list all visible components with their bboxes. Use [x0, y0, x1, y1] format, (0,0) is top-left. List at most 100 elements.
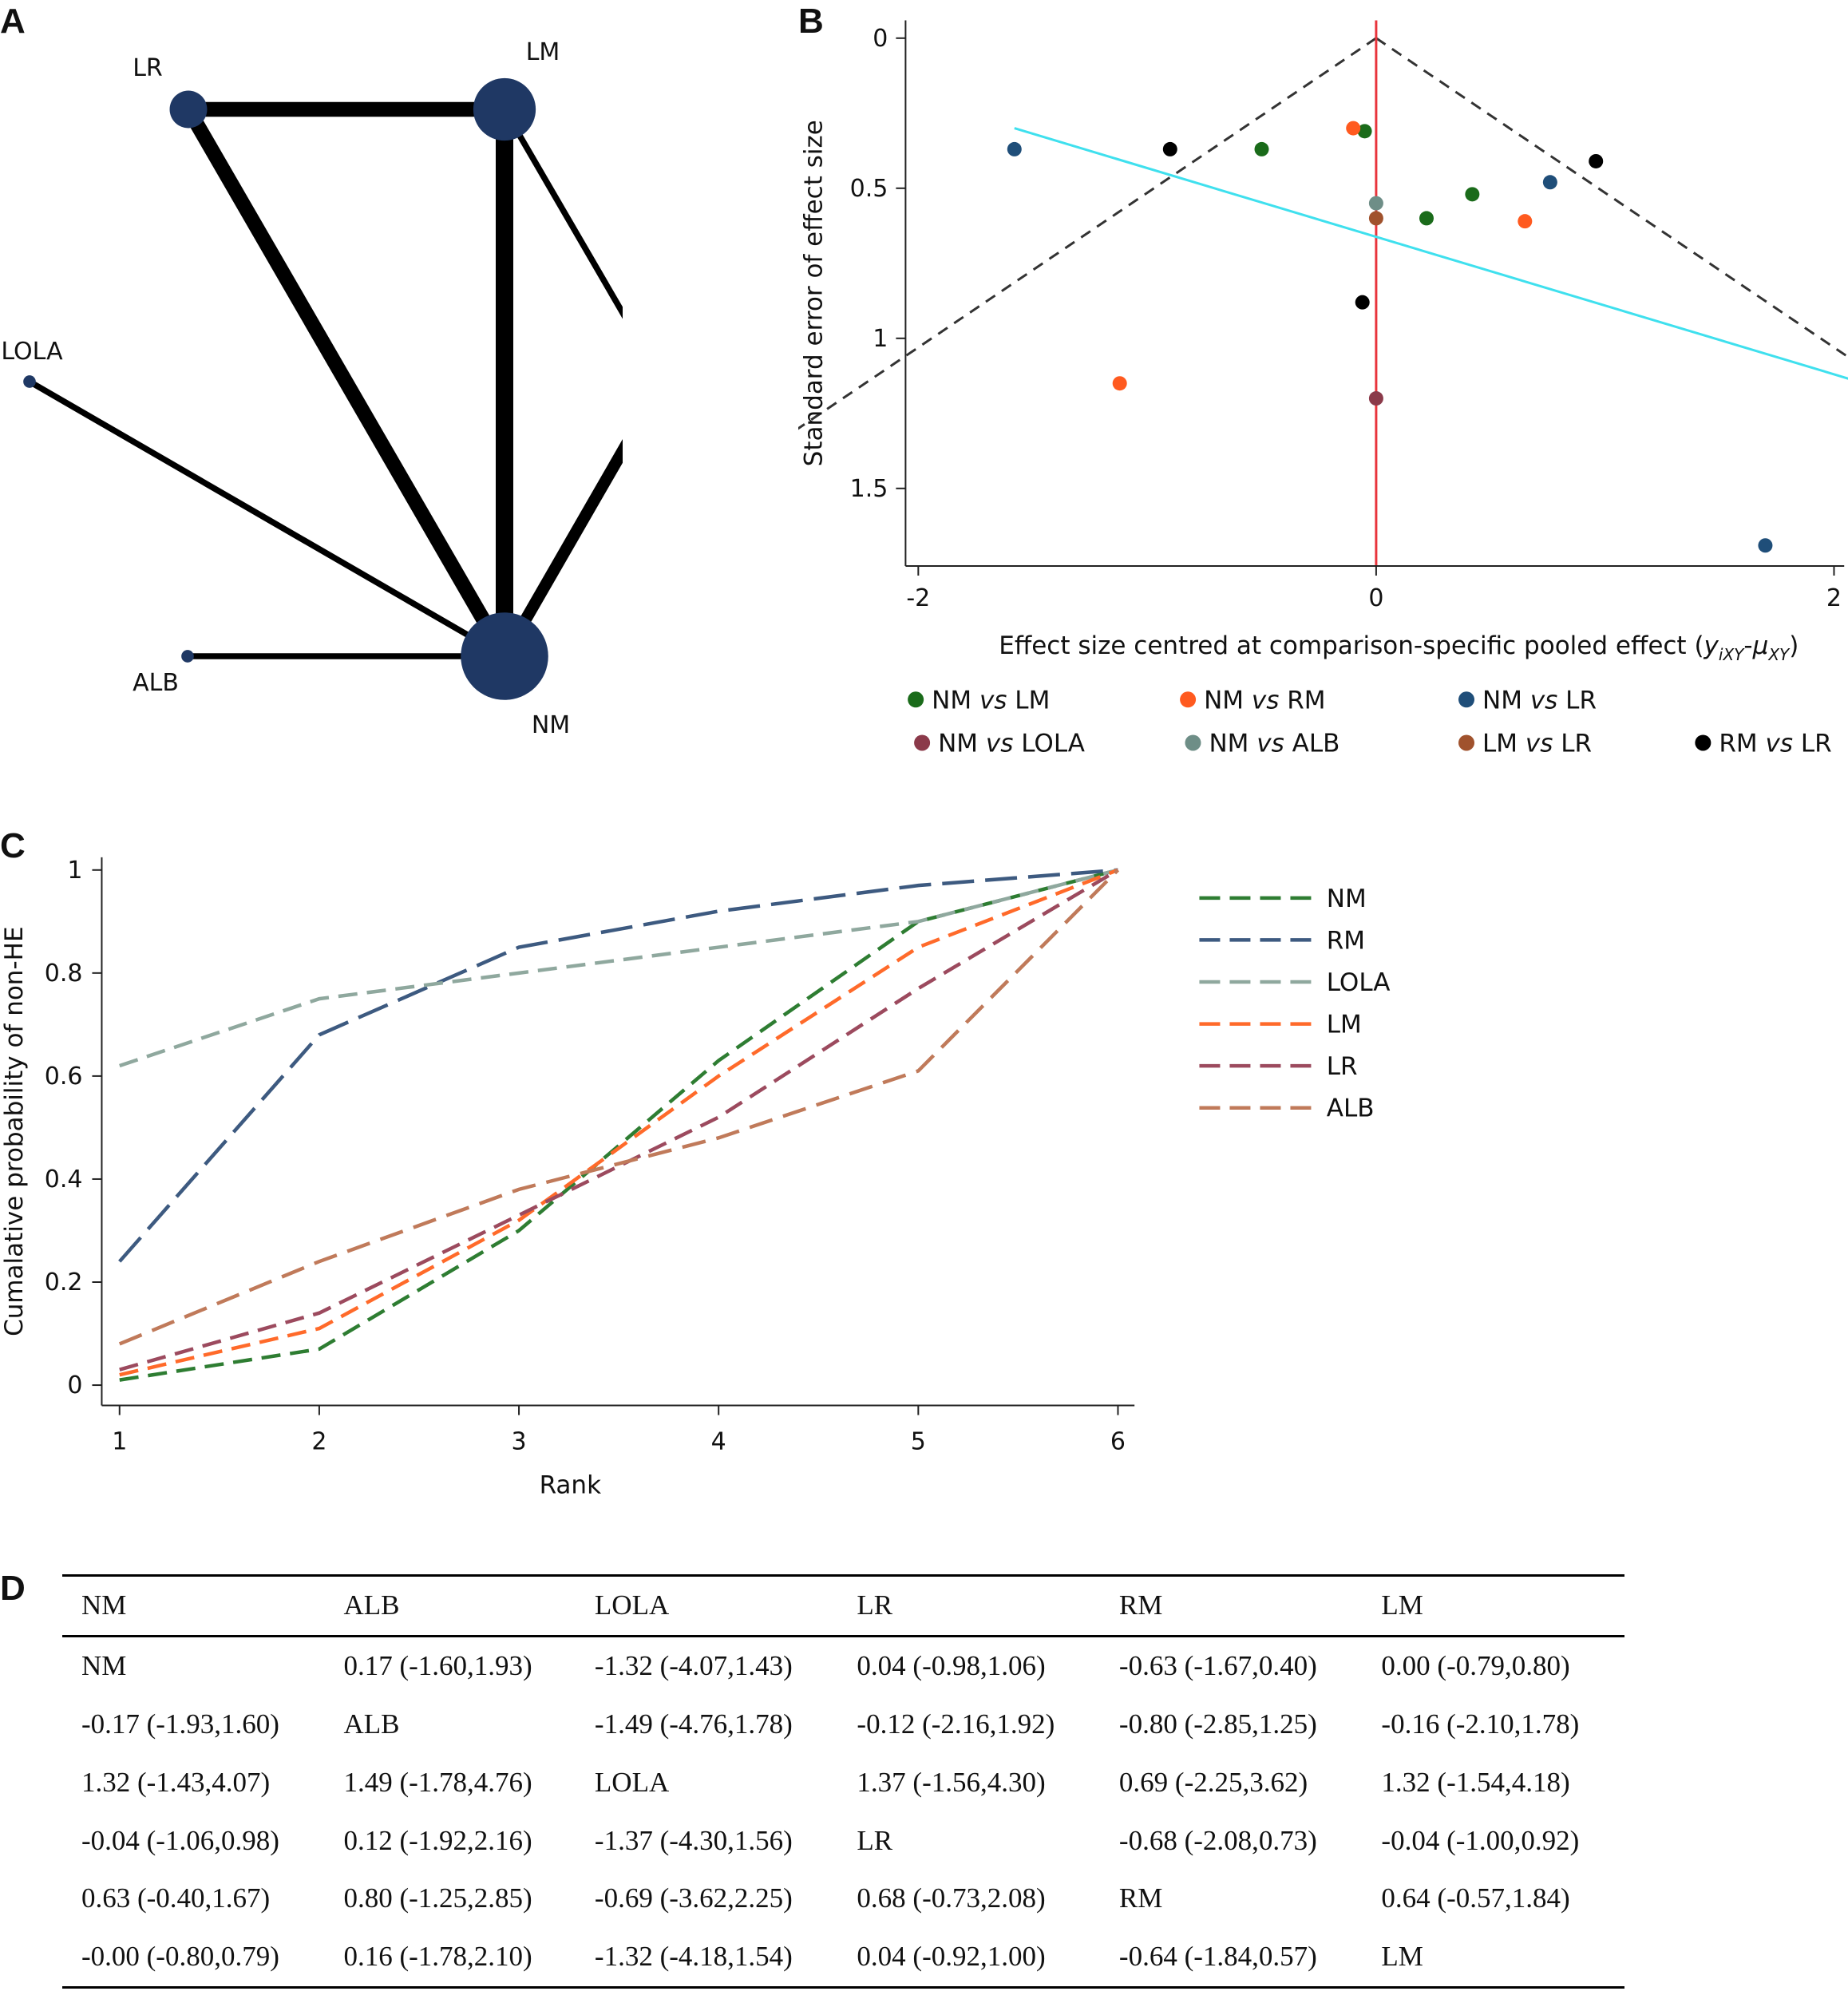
table-cell: -0.12 (-2.16,1.92) — [857, 1708, 1055, 1740]
legend-label: NM — [1327, 885, 1367, 913]
legend-label: NM vs LOLA — [938, 729, 1085, 758]
series-line-rm — [118, 868, 1118, 1263]
y-tick-label: 0 — [67, 1372, 82, 1399]
scatter-point-rm-lr — [1355, 295, 1370, 310]
legend-label: NM vs ALB — [1209, 729, 1340, 758]
y-tick-label: 1 — [873, 325, 888, 353]
scatter-point-nm-lr — [1007, 141, 1022, 156]
table-row: -0.17 (-1.93,1.60) ALB -1.49 (-4.76,1.78… — [62, 1696, 1624, 1754]
x-axis-label: Rank — [540, 1471, 602, 1500]
y-tick-label: 0.5 — [850, 175, 888, 203]
network-edge-lm-rm — [501, 108, 623, 319]
table-cell: -0.69 (-3.62,2.25) — [594, 1882, 793, 1914]
legend-marker — [1185, 734, 1201, 751]
scatter-point-lm-lr — [1368, 211, 1383, 226]
legend-marker — [1695, 734, 1711, 751]
network-node-label: LR — [133, 54, 163, 82]
table-cell: LR — [857, 1824, 893, 1856]
table-cell: -1.37 (-4.30,1.56) — [594, 1824, 793, 1856]
y-tick-label: 0.6 — [45, 1063, 83, 1091]
table-cell: 0.63 (-0.40,1.67) — [81, 1882, 271, 1914]
scatter-point-nm-lola — [1368, 391, 1383, 406]
funnel-left-boundary — [798, 37, 1377, 430]
table-row: NM 0.17 (-1.60,1.93) -1.32 (-4.07,1.43) … — [62, 1636, 1624, 1695]
table-cell: 0.64 (-0.57,1.84) — [1381, 1882, 1570, 1914]
network-edge-lola-nm — [28, 378, 506, 659]
scatter-point-nm-lm — [1254, 141, 1269, 156]
network-plot: LRLMLOLARMALBNM — [1, 38, 623, 739]
table-cell: -0.80 (-2.85,1.25) — [1118, 1708, 1317, 1740]
table-cell: 0.12 (-1.92,2.16) — [343, 1824, 532, 1856]
network-node-lr — [169, 90, 208, 129]
table-cell: -1.32 (-4.07,1.43) — [594, 1650, 793, 1682]
x-tick-label: 0 — [1368, 584, 1383, 612]
panel-label-b: B — [798, 2, 824, 41]
table-cell: 0.17 (-1.60,1.93) — [343, 1650, 532, 1682]
table-cell: NM — [81, 1650, 127, 1682]
table-cell: -1.32 (-4.18,1.54) — [594, 1941, 793, 1973]
table-header-cell: ALB — [343, 1589, 400, 1621]
series-line-nm — [119, 868, 1119, 1382]
scatter-point-nm-rm — [1112, 376, 1127, 391]
table-header-cell: LM — [1381, 1589, 1423, 1621]
network-node-lm — [473, 77, 536, 141]
legend-label: NM vs LM — [932, 686, 1050, 714]
y-tick-label: 0 — [873, 25, 888, 53]
table-row: -0.04 (-1.06,0.98) 0.12 (-1.92,2.16) -1.… — [62, 1811, 1624, 1870]
network-node-label: ALB — [133, 669, 179, 697]
table-cell: RM — [1118, 1882, 1163, 1914]
series-line-lr — [119, 868, 1119, 1372]
network-node-label: LOLA — [1, 338, 63, 366]
scatter-point-nm-lm — [1465, 187, 1480, 202]
x-tick-label: -2 — [906, 584, 930, 612]
table-header-row: NM ALB LOLA LR RM LM — [62, 1575, 1624, 1637]
scatter-point-nm-rm — [1346, 121, 1361, 136]
series-line-alb — [118, 869, 1120, 1346]
table-cell: 1.37 (-1.56,4.30) — [857, 1766, 1046, 1798]
table-row: -0.00 (-0.80,0.79) 0.16 (-1.78,2.10) -1.… — [62, 1928, 1624, 1988]
legend-marker — [1458, 734, 1475, 751]
panel-label-a: A — [0, 2, 26, 41]
table-cell: -0.64 (-1.84,0.57) — [1118, 1941, 1317, 1973]
table-cell: -1.49 (-4.76,1.78) — [594, 1708, 793, 1740]
y-tick-label: 0.4 — [45, 1166, 83, 1193]
regression-line — [1014, 127, 1848, 380]
network-node-alb — [181, 650, 194, 663]
legend-label: LR — [1327, 1052, 1358, 1081]
table-cell: 0.68 (-0.73,2.08) — [857, 1882, 1046, 1914]
table-cell: LOLA — [594, 1766, 670, 1798]
table-cell: -0.16 (-2.10,1.78) — [1381, 1708, 1580, 1740]
x-tick-label: 5 — [911, 1428, 926, 1456]
series-line-lola — [119, 868, 1119, 1068]
table-cell: 0.80 (-1.25,2.85) — [343, 1882, 532, 1914]
network-edge-lr-nm — [182, 105, 511, 660]
scatter-point-nm-lm — [1419, 211, 1434, 226]
y-tick-label: 1.5 — [850, 475, 888, 503]
legend-label: LM vs LR — [1482, 729, 1592, 758]
table-cell: ALB — [343, 1708, 400, 1740]
scatter-point-rm-lr — [1162, 141, 1177, 156]
table-cell: -0.17 (-1.93,1.60) — [81, 1708, 279, 1740]
legend-label: RM — [1327, 926, 1365, 955]
x-tick-label: 3 — [512, 1428, 527, 1456]
table-cell: 1.32 (-1.54,4.18) — [1381, 1766, 1570, 1798]
panel-label-c: C — [0, 826, 26, 865]
table-header-cell: NM — [81, 1589, 127, 1621]
table-cell: 0.00 (-0.79,0.80) — [1381, 1650, 1570, 1682]
network-edge-rm-nm — [499, 439, 623, 659]
table-cell: 1.32 (-1.43,4.07) — [81, 1766, 271, 1798]
y-tick-label: 0.2 — [45, 1269, 83, 1296]
table-cell: 0.04 (-0.98,1.06) — [857, 1650, 1046, 1682]
legend-label: NM vs RM — [1204, 686, 1325, 714]
league-table: NM ALB LOLA LR RM LM NM 0.17 (-1.60,1.93… — [62, 1574, 1624, 1989]
panel-label-d: D — [0, 1569, 26, 1608]
x-tick-label: 1 — [112, 1428, 127, 1456]
table-cell: 0.04 (-0.92,1.00) — [857, 1941, 1046, 1973]
scatter-point-nm-lm — [1357, 124, 1372, 139]
table-cell: 0.69 (-2.25,3.62) — [1118, 1766, 1308, 1798]
y-tick-label: 1 — [67, 857, 82, 885]
series-line-lm — [119, 868, 1119, 1377]
table-header-cell: RM — [1118, 1589, 1163, 1621]
table-cell: 0.16 (-1.78,2.10) — [343, 1941, 532, 1973]
